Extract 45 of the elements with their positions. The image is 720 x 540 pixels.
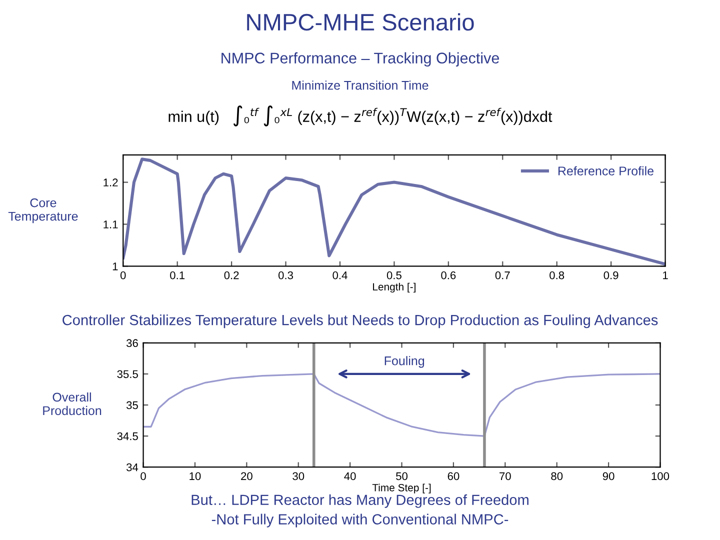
x-tick-label: 30 — [292, 472, 304, 480]
x-tick-label: 0 — [120, 271, 126, 280]
x-tick-label: 0.1 — [170, 271, 185, 280]
text: -Not Fully Exploited with Conventional NMPC- — [212, 514, 508, 528]
x-tick-label: 0.5 — [386, 271, 402, 280]
x-axis-title: Length [-] — [373, 282, 416, 293]
x-tick-label: 0.6 — [441, 271, 456, 280]
x-tick-label: 0.4 — [332, 271, 348, 280]
y-axis-title: Overall Production — [43, 392, 102, 416]
x-axis-title: Time Step [-] — [372, 484, 431, 494]
x-tick-label: 0.8 — [550, 271, 564, 280]
y-tick-label: 34.5 — [117, 432, 138, 440]
line-series — [123, 158, 666, 266]
x-tick-label: 0.3 — [278, 271, 294, 280]
text: min u(t) ∫₀$^{tf}$ ∫₀$^{xL}$ (z(x,t) − z$^{ref}$(x))$^{T}$W(z(x,t) − z$^{ref}$(x))dxdt — [168, 105, 552, 126]
x-tick-label: 90 — [602, 472, 614, 480]
y-tick-label: 1.1 — [104, 220, 118, 228]
x-tick-label: 0 — [140, 472, 146, 480]
x-tick-label: 20 — [241, 472, 252, 480]
y-tick-label: 35 — [126, 401, 138, 410]
x-tick-label: 100 — [652, 472, 670, 480]
legend-label: Reference Profile — [558, 166, 654, 176]
y-tick-label: 1 — [112, 262, 118, 270]
x-tick-label: 70 — [500, 472, 511, 480]
x-tick-label: 0.9 — [604, 271, 618, 280]
x-tick-label: 10 — [190, 472, 201, 480]
chart-title: Controller Stabilizes Temperature Levels but Needs to Drop Production as Fouling Advances — [62, 314, 658, 328]
chart-title: NMPC-MHE Scenario — [247, 13, 474, 31]
y-tick-label: 34 — [126, 463, 138, 472]
annotation: Fouling — [384, 356, 424, 368]
y-tick-label: 36 — [126, 339, 138, 348]
y-tick-label: 1.2 — [104, 178, 118, 186]
chart-subtitle: NMPC Performance – Tracking Objective — [222, 52, 499, 67]
x-tick-label: 0.2 — [224, 271, 239, 280]
text: But… LDPE Reactor has Many Degrees of Freedom — [192, 494, 528, 508]
x-tick-label: 0.7 — [495, 271, 510, 280]
y-axis-title: Core Temperature — [8, 198, 78, 224]
x-tick-label: 80 — [551, 472, 563, 480]
x-tick-label: 60 — [448, 472, 460, 480]
x-tick-label: 50 — [396, 472, 408, 480]
y-tick-label: 35.5 — [117, 370, 138, 378]
line-series — [143, 373, 660, 437]
x-tick-label: 40 — [344, 472, 356, 480]
x-tick-label: 1 — [663, 271, 668, 280]
text: Minimize Transition Time — [292, 80, 428, 90]
